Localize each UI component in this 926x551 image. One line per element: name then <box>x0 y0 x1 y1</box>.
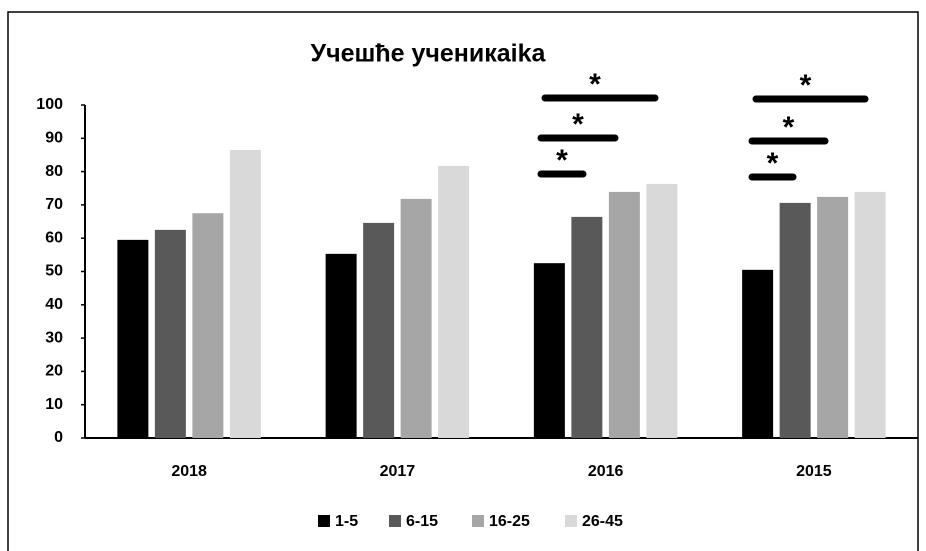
bar <box>742 269 774 438</box>
y-tick-label: 20 <box>45 363 63 380</box>
y-tick-label: 40 <box>45 296 63 313</box>
annotation: * <box>589 68 601 101</box>
bar <box>229 149 261 438</box>
bar <box>533 263 565 438</box>
annotation: * <box>800 69 812 102</box>
chart-title: Учешће ученикаika <box>311 40 547 68</box>
bar <box>854 191 886 438</box>
annotation: * <box>783 111 795 144</box>
x-tick-label: 2017 <box>380 463 416 480</box>
annotation: * <box>556 144 568 177</box>
bar <box>608 191 640 438</box>
legend-swatch <box>472 515 484 527</box>
y-tick-label: 90 <box>45 130 63 147</box>
x-tick-label: 2018 <box>171 463 207 480</box>
y-tick-label: 30 <box>45 329 63 346</box>
legend-label: 6-15 <box>406 513 438 530</box>
y-tick-label: 80 <box>45 163 63 180</box>
annotation: * <box>572 108 584 141</box>
bar <box>325 253 357 438</box>
x-tick-label: 2016 <box>588 463 624 480</box>
bar <box>571 216 603 438</box>
y-tick-label: 70 <box>45 196 63 213</box>
bar <box>817 196 849 438</box>
bar <box>117 239 149 438</box>
bar <box>779 202 811 438</box>
legend-label: 16-25 <box>489 513 530 530</box>
y-tick-label: 100 <box>36 96 63 113</box>
legend-swatch <box>565 515 577 527</box>
y-tick-label: 10 <box>45 396 63 413</box>
bar <box>438 165 470 438</box>
legend-swatch <box>389 515 401 527</box>
y-tick-label: 0 <box>54 429 63 446</box>
bar <box>192 213 224 438</box>
y-tick-label: 50 <box>45 263 63 280</box>
y-tick-label: 60 <box>45 229 63 246</box>
bar <box>400 198 432 438</box>
bar <box>154 229 186 438</box>
annotation: * <box>767 147 779 180</box>
legend-swatch <box>318 515 330 527</box>
legend-label: 1-5 <box>335 513 358 530</box>
bar <box>646 183 678 438</box>
bar <box>363 222 395 438</box>
legend-label: 26-45 <box>582 513 623 530</box>
x-tick-label: 2015 <box>796 463 832 480</box>
